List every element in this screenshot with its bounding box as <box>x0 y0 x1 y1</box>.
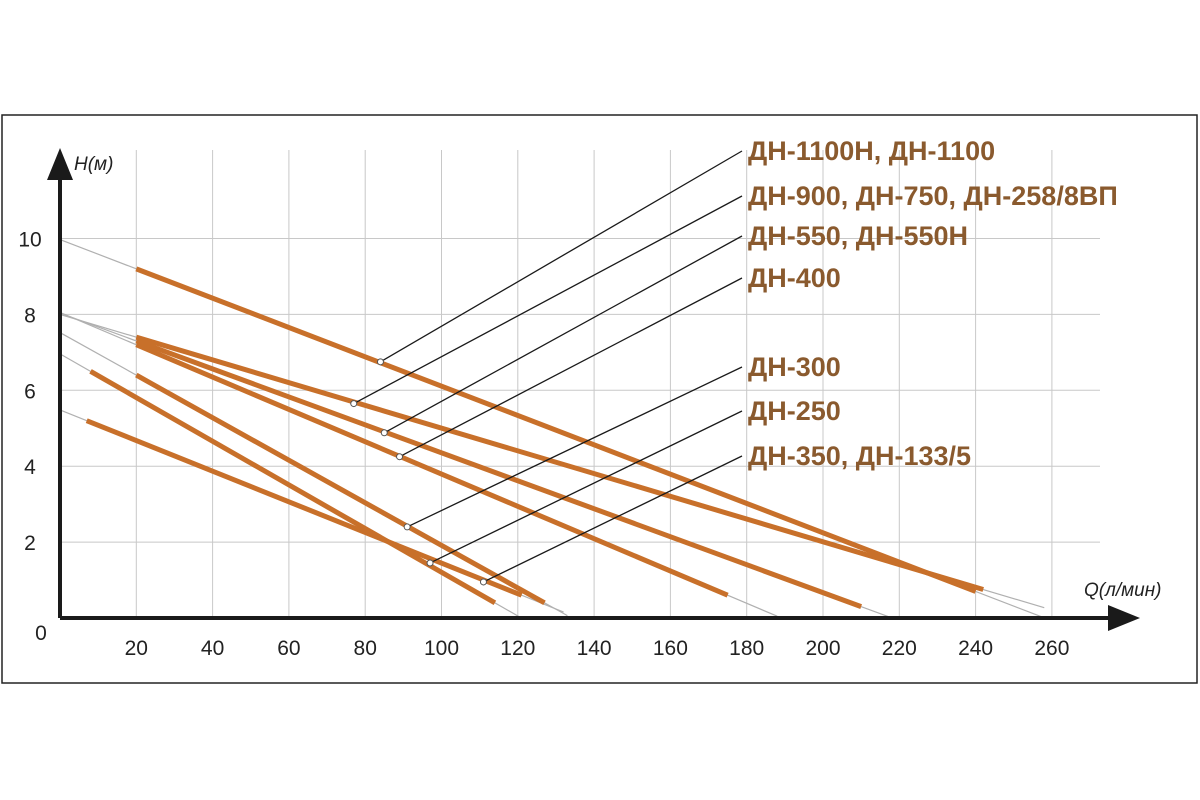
legend-entry: ДН-250 <box>748 396 841 426</box>
series-line <box>85 418 523 598</box>
x-tick-label: 240 <box>958 637 993 660</box>
curve-marker <box>403 523 411 531</box>
axes: H(м) Q(л/мин) 0 <box>35 148 1161 645</box>
series-curves <box>85 266 984 609</box>
curve-marker <box>426 559 434 567</box>
y-tick-label: 4 <box>24 456 36 479</box>
x-tick-label: 180 <box>729 637 764 660</box>
series-line <box>135 338 863 609</box>
y-axis-arrow-icon <box>47 148 73 180</box>
leader-line <box>383 235 743 434</box>
series-line <box>135 334 984 592</box>
y-tick-label: 10 <box>18 229 41 252</box>
x-tick-label: 160 <box>653 637 688 660</box>
y-axis-label: H(м) <box>74 154 113 175</box>
legend-entry: ДН-900, ДН-750, ДН-258/8ВП <box>748 181 1118 211</box>
legend-entry: ДН-300 <box>748 352 841 382</box>
legend-entry: ДН-400 <box>748 263 841 293</box>
x-tick-label: 140 <box>577 637 612 660</box>
x-tick-label: 60 <box>277 637 300 660</box>
x-tick-label: 20 <box>125 637 148 660</box>
x-axis-arrow-icon <box>1108 605 1140 631</box>
x-tick-label: 200 <box>805 637 840 660</box>
legend-leader-lines <box>353 150 743 583</box>
series-line <box>135 342 729 598</box>
curve-marker <box>479 578 487 586</box>
curve-marker <box>376 358 384 366</box>
series-line <box>135 266 977 594</box>
leader-line <box>483 455 743 583</box>
origin-label: 0 <box>35 622 47 645</box>
legend-entry: ДН-1100Н, ДН-1100 <box>748 136 995 166</box>
x-tick-label: 220 <box>882 637 917 660</box>
leader-line <box>429 410 743 564</box>
curve-markers <box>350 358 487 586</box>
leader-line <box>380 150 743 363</box>
curve-marker <box>350 400 358 408</box>
legend: ДН-1100Н, ДН-1100 ДН-900, ДН-750, ДН-258/… <box>748 136 1118 471</box>
x-tick-label: 260 <box>1034 637 1069 660</box>
y-tick-label: 6 <box>24 380 36 403</box>
leader-line <box>406 366 743 528</box>
x-tick-label: 100 <box>424 637 459 660</box>
leader-line <box>353 195 743 405</box>
legend-entry: ДН-350, ДН-133/5 <box>748 441 971 471</box>
x-tick-label: 120 <box>500 637 535 660</box>
curve-marker <box>396 453 404 461</box>
leader-line <box>399 277 743 458</box>
x-tick-label: 40 <box>201 637 224 660</box>
chart-frame <box>1 114 1198 684</box>
y-tick-label: 8 <box>24 304 36 327</box>
x-axis-label: Q(л/мин) <box>1084 580 1161 601</box>
y-tick-label: 2 <box>24 532 36 555</box>
x-tick-label: 80 <box>354 637 377 660</box>
series-line <box>135 372 546 606</box>
curve-marker <box>380 429 388 437</box>
legend-entry: ДН-550, ДН-550Н <box>748 221 968 251</box>
tick-labels: 20 40 60 80 100 120 140 160 180 200 220 240 26024681… <box>18 229 1069 661</box>
